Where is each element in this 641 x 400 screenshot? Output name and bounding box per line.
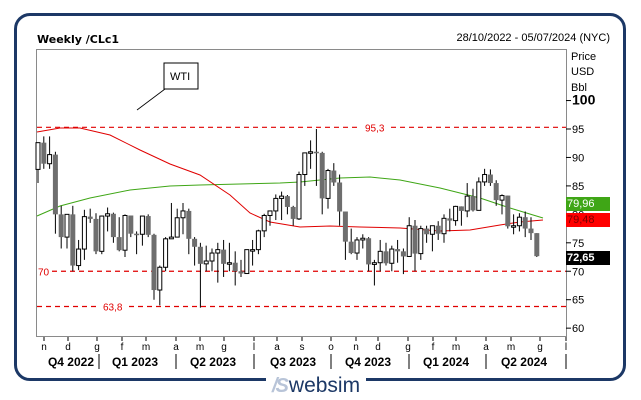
svg-text:n: n: [353, 342, 359, 353]
svg-text:60: 60: [572, 323, 584, 335]
svg-text:s: s: [300, 342, 305, 353]
svg-text:g: g: [94, 342, 100, 353]
svg-text:85: 85: [572, 181, 584, 193]
svg-text:l: l: [565, 342, 567, 353]
svg-text:Q2 2024: Q2 2024: [501, 355, 547, 369]
svg-text:d: d: [65, 342, 71, 353]
svg-text:n: n: [41, 342, 47, 353]
svg-text:m: m: [452, 342, 460, 353]
svg-text:65: 65: [572, 295, 584, 307]
svg-text:Q2 2023: Q2 2023: [190, 355, 236, 369]
svg-text:Q4 2022: Q4 2022: [48, 355, 94, 369]
svg-text:m: m: [142, 342, 150, 353]
websim-logo-icon: /S: [272, 374, 289, 397]
svg-text:f: f: [432, 342, 435, 353]
svg-text:63,8: 63,8: [103, 303, 123, 314]
svg-text:95: 95: [572, 124, 584, 136]
plot-area: [36, 49, 567, 337]
svg-text:95,3: 95,3: [365, 123, 385, 134]
last-price-badge: 72,65: [566, 251, 610, 265]
websim-logo-text: websim: [288, 374, 361, 397]
svg-text:l: l: [253, 342, 255, 353]
websim-logo: /S websim: [266, 373, 367, 399]
axis-label-unit: Bbl: [571, 82, 587, 94]
ma-red-value-badge: 79,48: [566, 213, 610, 227]
svg-text:70: 70: [572, 266, 584, 278]
svg-text:Q1 2023: Q1 2023: [112, 355, 158, 369]
svg-text:f: f: [121, 342, 124, 353]
svg-text:Q3 2023: Q3 2023: [270, 355, 316, 369]
svg-text:75: 75: [572, 238, 584, 250]
svg-text:g: g: [537, 342, 543, 353]
svg-text:Q4 2023: Q4 2023: [345, 355, 391, 369]
ma-green-value-badge: 79,96: [566, 197, 610, 211]
svg-text:d: d: [375, 342, 381, 353]
svg-text:100: 100: [572, 92, 596, 108]
svg-text:90: 90: [572, 152, 584, 164]
svg-text:o: o: [328, 342, 334, 353]
svg-text:WTI: WTI: [170, 71, 190, 83]
svg-text:g: g: [405, 342, 411, 353]
svg-text:a: a: [173, 342, 179, 353]
svg-text:Q1 2024: Q1 2024: [423, 355, 469, 369]
svg-text:m: m: [196, 342, 204, 353]
axis-label-price: Price: [571, 51, 597, 63]
svg-text:70: 70: [38, 267, 50, 278]
svg-text:g: g: [221, 342, 227, 353]
svg-text:a: a: [274, 342, 280, 353]
svg-text:m: m: [507, 342, 515, 353]
date-range: 28/10/2022 - 05/07/2024 (NYC): [456, 32, 611, 44]
chart-title: Weekly /CLc1: [37, 33, 120, 46]
axis-label-currency: USD: [571, 66, 595, 78]
svg-text:a: a: [483, 342, 489, 353]
